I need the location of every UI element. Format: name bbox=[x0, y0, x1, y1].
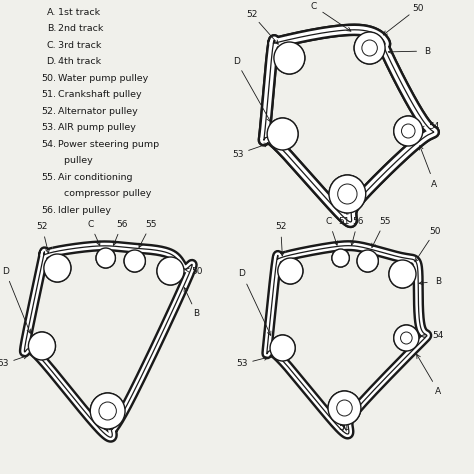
Circle shape bbox=[332, 249, 349, 267]
Text: Crankshaft pulley: Crankshaft pulley bbox=[58, 90, 142, 99]
Text: 53: 53 bbox=[236, 359, 248, 368]
Text: 50: 50 bbox=[429, 227, 441, 236]
Text: D: D bbox=[233, 56, 240, 65]
Text: 55.: 55. bbox=[41, 173, 56, 182]
Text: 56: 56 bbox=[352, 217, 364, 226]
Circle shape bbox=[328, 391, 361, 425]
Circle shape bbox=[28, 332, 55, 360]
Circle shape bbox=[328, 391, 361, 425]
Circle shape bbox=[394, 325, 419, 351]
Text: A: A bbox=[431, 180, 438, 189]
Circle shape bbox=[357, 250, 378, 272]
Circle shape bbox=[278, 258, 303, 284]
Text: B: B bbox=[425, 46, 431, 55]
Circle shape bbox=[337, 400, 352, 416]
Text: 52: 52 bbox=[36, 221, 47, 230]
Circle shape bbox=[124, 250, 146, 272]
Circle shape bbox=[329, 175, 366, 213]
Circle shape bbox=[389, 260, 416, 288]
Circle shape bbox=[124, 250, 146, 272]
Circle shape bbox=[357, 250, 378, 272]
Text: 53.: 53. bbox=[41, 123, 56, 132]
Circle shape bbox=[44, 254, 71, 282]
Text: 55: 55 bbox=[379, 217, 391, 226]
Text: B: B bbox=[435, 276, 441, 285]
Circle shape bbox=[401, 124, 415, 138]
Circle shape bbox=[329, 175, 366, 213]
Text: 52: 52 bbox=[246, 9, 257, 18]
Text: AIR pump pulley: AIR pump pulley bbox=[58, 123, 136, 132]
Text: 54: 54 bbox=[433, 331, 444, 340]
Text: C: C bbox=[310, 1, 317, 10]
Text: C: C bbox=[87, 219, 93, 228]
Text: 54.: 54. bbox=[41, 139, 56, 148]
Text: B: B bbox=[193, 310, 200, 319]
Text: compressor pulley: compressor pulley bbox=[58, 189, 152, 198]
Text: 50: 50 bbox=[412, 3, 424, 12]
Circle shape bbox=[394, 325, 419, 351]
Circle shape bbox=[90, 393, 125, 429]
Text: 50: 50 bbox=[191, 266, 202, 275]
Circle shape bbox=[96, 248, 115, 268]
Text: 52: 52 bbox=[275, 221, 286, 230]
Text: 3rd track: 3rd track bbox=[58, 40, 102, 49]
Text: 51: 51 bbox=[339, 217, 350, 226]
Text: 51: 51 bbox=[102, 423, 113, 432]
Circle shape bbox=[157, 257, 184, 285]
Text: 2nd track: 2nd track bbox=[58, 24, 104, 33]
Text: D: D bbox=[238, 270, 246, 279]
Circle shape bbox=[99, 402, 116, 420]
Circle shape bbox=[28, 332, 55, 360]
Text: D: D bbox=[2, 266, 9, 275]
Text: Idler pulley: Idler pulley bbox=[58, 206, 111, 215]
Text: Alternator pulley: Alternator pulley bbox=[58, 107, 138, 116]
Text: C.: C. bbox=[47, 40, 56, 49]
Text: D.: D. bbox=[46, 57, 56, 66]
Text: 50.: 50. bbox=[41, 73, 56, 82]
Circle shape bbox=[267, 118, 298, 150]
Text: 1st track: 1st track bbox=[58, 8, 100, 17]
Text: 4th track: 4th track bbox=[58, 57, 101, 66]
Text: 53: 53 bbox=[0, 359, 9, 368]
Text: B.: B. bbox=[47, 24, 56, 33]
Text: C: C bbox=[326, 217, 332, 226]
Text: Air conditioning: Air conditioning bbox=[58, 173, 133, 182]
Circle shape bbox=[394, 116, 423, 146]
Text: Water pump pulley: Water pump pulley bbox=[58, 73, 149, 82]
Circle shape bbox=[354, 32, 385, 64]
Circle shape bbox=[267, 118, 298, 150]
Text: pulley: pulley bbox=[58, 156, 93, 165]
Circle shape bbox=[270, 335, 295, 361]
Circle shape bbox=[362, 40, 377, 56]
Text: 56.: 56. bbox=[41, 206, 56, 215]
Circle shape bbox=[394, 116, 423, 146]
Circle shape bbox=[278, 258, 303, 284]
Text: A: A bbox=[435, 386, 441, 395]
Circle shape bbox=[44, 254, 71, 282]
Circle shape bbox=[90, 393, 125, 429]
Text: 51: 51 bbox=[339, 423, 350, 432]
Circle shape bbox=[337, 184, 357, 204]
Circle shape bbox=[401, 332, 412, 344]
Text: 51.: 51. bbox=[41, 90, 56, 99]
Circle shape bbox=[96, 248, 115, 268]
Circle shape bbox=[354, 32, 385, 64]
Circle shape bbox=[270, 335, 295, 361]
Circle shape bbox=[157, 257, 184, 285]
Circle shape bbox=[332, 249, 349, 267]
Text: 55: 55 bbox=[146, 219, 157, 228]
Text: 52.: 52. bbox=[41, 107, 56, 116]
Text: 54: 54 bbox=[428, 121, 440, 130]
Text: 56: 56 bbox=[117, 219, 128, 228]
Circle shape bbox=[274, 42, 305, 74]
Text: 53: 53 bbox=[232, 149, 244, 158]
Circle shape bbox=[389, 260, 416, 288]
Text: Power steering pump: Power steering pump bbox=[58, 139, 159, 148]
Text: A.: A. bbox=[47, 8, 56, 17]
Circle shape bbox=[274, 42, 305, 74]
